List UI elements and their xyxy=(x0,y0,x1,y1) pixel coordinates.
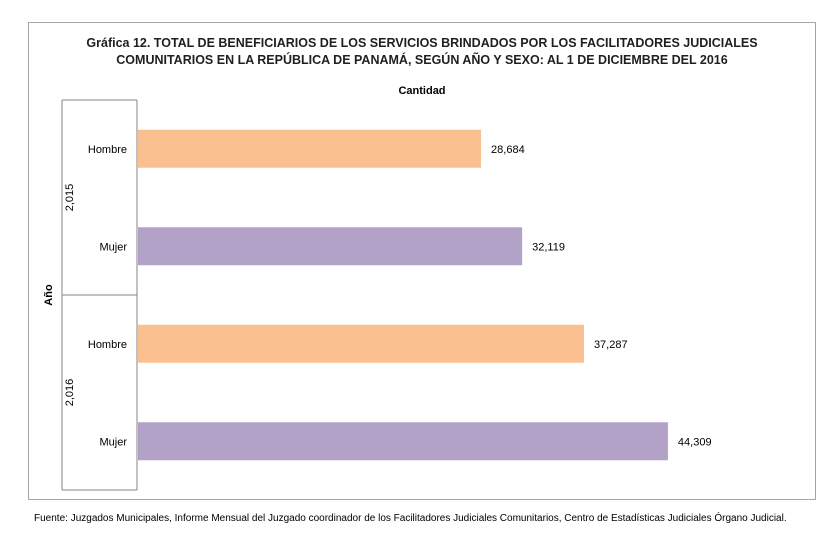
group-label: 2,016 xyxy=(64,379,76,407)
chart-title: Gráfica 12. TOTAL DE BENEFICIARIOS DE LO… xyxy=(29,35,815,69)
category-label: Mujer xyxy=(99,436,127,448)
bar-mujer xyxy=(138,227,523,266)
x-axis-label: Cantidad xyxy=(398,85,446,97)
y-axis-label: Año xyxy=(43,284,55,306)
source-note: Fuente: Juzgados Municipales, Informe Me… xyxy=(34,513,787,524)
category-label: Hombre xyxy=(88,144,127,156)
chart-title-line2: COMUNITARIOS EN LA REPÚBLICA DE PANAMÁ, … xyxy=(116,53,728,67)
category-label: Mujer xyxy=(99,241,127,253)
data-label: 32,119 xyxy=(532,241,565,253)
category-label: Hombre xyxy=(88,339,127,351)
bar-hombre xyxy=(138,324,584,363)
chart-title-line1: Gráfica 12. TOTAL DE BENEFICIARIOS DE LO… xyxy=(86,36,758,50)
bar-mujer xyxy=(138,422,668,461)
data-label: 37,287 xyxy=(594,339,628,351)
data-label: 28,684 xyxy=(491,144,525,156)
data-label: 44,309 xyxy=(678,436,712,448)
bar-hombre xyxy=(138,129,482,168)
group-label: 2,015 xyxy=(64,184,76,212)
